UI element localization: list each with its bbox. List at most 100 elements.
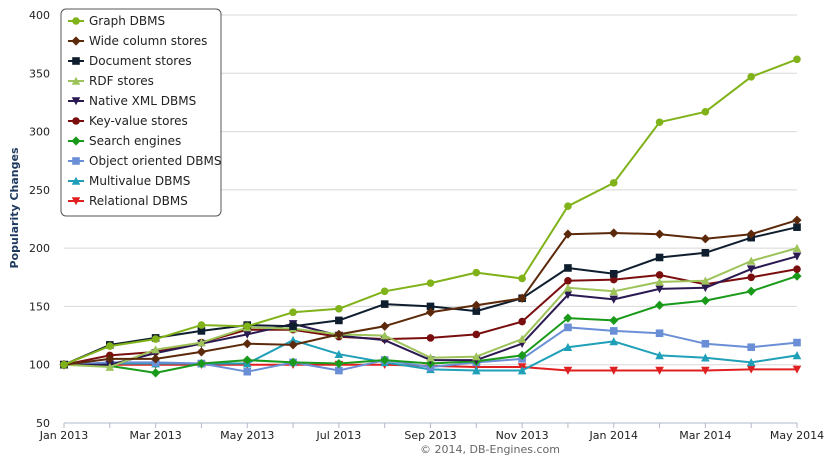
data-point[interactable]	[609, 295, 619, 304]
data-point[interactable]	[747, 343, 755, 352]
legend-item[interactable]: Native XML DBMS	[68, 94, 196, 108]
data-point[interactable]	[472, 307, 481, 315]
data-point[interactable]	[335, 316, 343, 325]
data-point[interactable]	[746, 286, 756, 296]
legend-item[interactable]: Relational DBMS	[68, 194, 188, 208]
data-point[interactable]	[654, 229, 665, 239]
data-point[interactable]	[60, 360, 68, 369]
data-point[interactable]	[701, 366, 710, 375]
data-point[interactable]	[746, 229, 756, 239]
legend-item[interactable]: Document stores	[68, 54, 192, 68]
data-point[interactable]	[747, 273, 755, 282]
legend-item[interactable]: Graph DBMS	[68, 14, 165, 28]
data-point[interactable]	[335, 304, 343, 313]
data-point[interactable]	[563, 283, 573, 292]
data-point[interactable]	[792, 243, 802, 252]
data-point[interactable]	[792, 271, 802, 281]
data-point[interactable]	[563, 229, 573, 239]
data-point[interactable]	[380, 300, 389, 308]
data-point[interactable]	[609, 228, 619, 238]
data-point[interactable]	[151, 335, 160, 343]
data-point[interactable]	[655, 118, 664, 127]
data-point[interactable]	[289, 322, 297, 331]
data-point[interactable]	[609, 327, 618, 335]
data-point[interactable]	[564, 323, 572, 332]
data-point[interactable]	[288, 335, 298, 345]
data-point[interactable]	[472, 352, 481, 361]
data-point[interactable]	[746, 365, 756, 374]
data-point[interactable]	[701, 339, 710, 348]
data-point[interactable]	[518, 274, 526, 283]
data-point[interactable]	[609, 366, 619, 375]
data-point[interactable]	[655, 351, 664, 360]
data-point[interactable]	[746, 256, 756, 265]
data-point[interactable]	[105, 354, 115, 364]
data-point[interactable]	[655, 285, 664, 294]
data-point[interactable]	[609, 315, 619, 326]
data-point[interactable]	[655, 277, 664, 286]
data-point[interactable]	[701, 249, 710, 257]
data-point[interactable]	[196, 347, 207, 357]
data-point[interactable]	[243, 367, 252, 376]
data-point[interactable]	[701, 107, 710, 116]
data-point[interactable]	[242, 330, 252, 339]
legend-item[interactable]: Wide column stores	[68, 34, 207, 48]
data-point[interactable]	[518, 317, 526, 326]
data-point[interactable]	[746, 358, 756, 367]
data-point[interactable]	[793, 338, 801, 347]
data-point[interactable]	[517, 334, 527, 343]
legend-item[interactable]: Search engines	[68, 134, 181, 148]
data-point[interactable]	[243, 322, 252, 331]
data-point[interactable]	[609, 269, 618, 278]
data-point[interactable]	[792, 365, 802, 374]
data-point[interactable]	[197, 338, 206, 347]
data-point[interactable]	[106, 342, 114, 350]
data-point[interactable]	[151, 368, 161, 378]
data-point[interactable]	[701, 283, 710, 293]
data-point[interactable]	[792, 215, 802, 225]
data-point[interactable]	[792, 252, 802, 261]
data-point[interactable]	[517, 293, 527, 303]
data-point[interactable]	[793, 223, 801, 231]
data-point[interactable]	[563, 313, 573, 323]
data-point[interactable]	[564, 202, 572, 210]
data-point[interactable]	[609, 286, 619, 296]
data-point[interactable]	[654, 300, 665, 310]
data-point[interactable]	[151, 345, 160, 354]
data-point[interactable]	[472, 268, 481, 277]
data-point[interactable]	[655, 271, 664, 279]
data-point[interactable]	[426, 279, 435, 287]
data-point[interactable]	[426, 302, 435, 311]
data-point[interactable]	[288, 340, 298, 350]
data-point[interactable]	[793, 55, 801, 64]
data-point[interactable]	[563, 290, 573, 300]
data-point[interactable]	[472, 366, 481, 375]
data-point[interactable]	[380, 331, 389, 340]
data-point[interactable]	[609, 337, 619, 346]
credit-text[interactable]: © 2014, DB-Engines.com	[420, 443, 560, 456]
data-point[interactable]	[426, 334, 435, 342]
data-point[interactable]	[793, 265, 801, 273]
data-point[interactable]	[747, 72, 755, 81]
data-point[interactable]	[655, 366, 664, 375]
data-point[interactable]	[334, 329, 344, 340]
data-point[interactable]	[426, 353, 435, 362]
data-point[interactable]	[563, 342, 573, 352]
data-point[interactable]	[334, 358, 344, 369]
data-point[interactable]	[655, 329, 664, 338]
data-point[interactable]	[335, 366, 343, 375]
data-point[interactable]	[289, 308, 297, 317]
data-point[interactable]	[609, 275, 618, 284]
data-point[interactable]	[471, 300, 481, 310]
data-point[interactable]	[563, 366, 573, 375]
legend-item[interactable]: RDF stores	[68, 74, 154, 88]
data-point[interactable]	[197, 321, 206, 329]
data-point[interactable]	[700, 296, 710, 306]
data-point[interactable]	[425, 307, 436, 317]
data-point[interactable]	[242, 355, 252, 365]
legend-item[interactable]: Multivalue DBMS	[68, 174, 190, 188]
data-point[interactable]	[517, 366, 527, 375]
data-point[interactable]	[746, 265, 756, 274]
data-point[interactable]	[288, 357, 298, 367]
data-point[interactable]	[380, 355, 390, 365]
